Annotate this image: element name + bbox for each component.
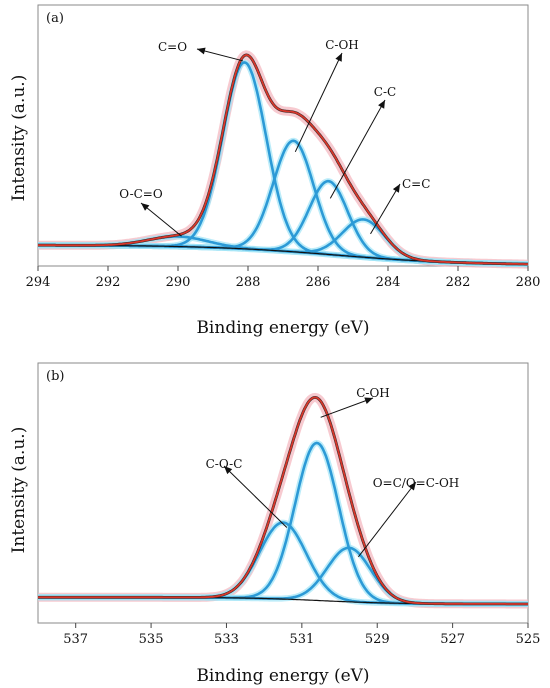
peak-label: O=C/O=C-OH [373, 476, 460, 490]
component-glow-a [38, 59, 528, 268]
raw-spectrum [38, 395, 528, 606]
component-curves-a [38, 61, 528, 266]
annotations-a: C=O C-OH C-C C=C O-C=O [119, 38, 430, 237]
x-tick-label: 529 [365, 632, 390, 647]
x-axis-label-a: Binding energy (eV) [196, 318, 369, 338]
annotation-arrowhead [141, 203, 150, 211]
x-tick-label: 537 [63, 632, 88, 647]
x-ticks-b: 537 535 533 531 529 527 525 [63, 623, 540, 647]
x-tick-label: 525 [516, 632, 541, 647]
annotation-arrowhead [408, 482, 416, 491]
fit-envelope-b [38, 395, 528, 606]
fit-envelope-a [38, 53, 528, 266]
panel-a: C=O C-OH C-C C=C O-C=O 294 292 290 288 286 284 282… [9, 4, 541, 338]
x-tick-label: 290 [166, 275, 191, 290]
plot-frame-b [37, 362, 529, 624]
fit-envelope [38, 396, 528, 605]
x-tick-label: 284 [376, 275, 401, 290]
annotations-b: C-OH C-O-C O=C/O=C-OH [206, 386, 460, 558]
annotation-arrow [370, 183, 401, 235]
x-tick-label: 280 [516, 275, 541, 290]
panel-tag-b: (b) [46, 369, 64, 384]
annotation-arrow [223, 465, 288, 528]
x-tick-label: 535 [139, 632, 164, 647]
component-glow-c-o-c [38, 519, 528, 607]
envelope-glow [38, 392, 528, 609]
peak-label: C-OH [356, 386, 390, 400]
x-ticks-a: 294 292 290 288 286 284 282 280 [26, 266, 541, 290]
component-curve-c-o [38, 61, 528, 266]
peak-label: C=C [402, 177, 430, 191]
annotation-arrow [320, 397, 374, 418]
peak-label: C-C [374, 85, 396, 99]
x-tick-label: 292 [96, 275, 121, 290]
fit-envelope-glow-b [38, 392, 528, 609]
annotation-arrow [358, 481, 417, 558]
peak-label: C-O-C [206, 457, 243, 471]
annotation-arrow [294, 52, 343, 153]
x-tick-label: 286 [306, 275, 331, 290]
x-tick-label: 527 [440, 632, 465, 647]
x-tick-label: 531 [289, 632, 314, 647]
annotation-arrowhead [335, 53, 342, 62]
x-axis-label-b: Binding energy (eV) [196, 666, 369, 686]
annotation-arrowhead [224, 466, 233, 475]
annotation-arrowhead [392, 184, 400, 193]
y-axis-label-a: Intensity (a.u.) [9, 75, 29, 202]
y-axis-label-b: Intensity (a.u.) [9, 427, 29, 554]
component-glow-c-o [38, 59, 528, 268]
x-tick-label: 294 [26, 275, 51, 290]
annotation-arrow [140, 202, 182, 237]
x-tick-label: 282 [446, 275, 471, 290]
fit-envelope [38, 53, 528, 265]
annotation-arrow [329, 99, 386, 199]
panel-tag-a: (a) [46, 11, 64, 26]
peak-label: O-C=O [119, 187, 163, 201]
peak-label: C=O [158, 40, 187, 54]
annotation-arrowhead [197, 47, 206, 55]
plot-frame-a [37, 4, 529, 267]
x-tick-label: 533 [214, 632, 239, 647]
component-curve-c-o-c [38, 521, 528, 606]
x-tick-label: 288 [236, 275, 261, 290]
panel-b: C-OH C-O-C O=C/O=C-OH 537 535 533 531 529 527 52… [9, 362, 540, 686]
peak-label: C-OH [325, 38, 359, 52]
annotation-arrowhead [378, 100, 385, 109]
annotation-arrowhead [364, 397, 373, 404]
